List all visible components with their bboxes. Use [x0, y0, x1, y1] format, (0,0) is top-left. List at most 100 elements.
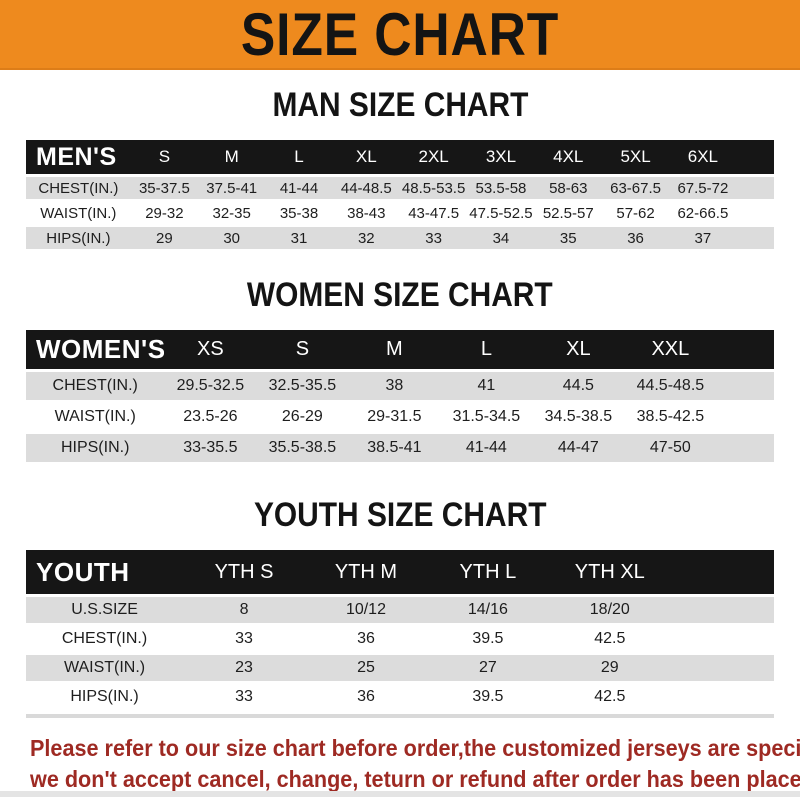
men-size-table: MEN'S S M L XL 2XL 3XL 4XL 5XL 6XL CHEST(IN.) 35-37… — [26, 137, 774, 252]
table-cell: 62-66.5 — [677, 204, 729, 222]
row-label: CHEST(IN.) — [61, 630, 148, 647]
page-title: SIZE CHART — [240, 0, 560, 68]
table-cell: 42.5 — [594, 688, 626, 705]
cell-spacer — [716, 372, 774, 400]
table-cell: 35-38 — [279, 204, 319, 222]
cell-spacer — [671, 626, 774, 652]
table-cell: 14/16 — [426, 597, 549, 623]
cell-spacer — [670, 655, 774, 681]
table-row: U.S.SIZE 8 10/12 14/16 18/20 — [26, 597, 774, 623]
table-cell: 48.5-53.5 — [399, 177, 468, 199]
size-column-header: XL — [532, 330, 625, 369]
size-column-header: 6XL — [669, 140, 737, 174]
table-cell: 42.5 — [594, 630, 626, 647]
cell-spacer — [737, 202, 774, 224]
row-label: HIPS(IN.) — [26, 434, 165, 462]
table-row: CHEST(IN.) 35-37.5 37.5-41 41-44 44-48.5 48.5… — [26, 177, 774, 199]
table-cell: 30 — [198, 227, 266, 249]
cell-spacer — [670, 597, 774, 623]
table-cell: 32-35 — [212, 204, 251, 222]
table-cell: 41-44 — [440, 434, 533, 462]
table-row: WAIST(IN.) 23 25 27 29 — [26, 655, 774, 681]
table-cell: 57-62 — [616, 204, 655, 222]
table-cell: 39.5 — [472, 630, 504, 647]
table-cell: 25 — [305, 655, 427, 681]
table-cell: 29-31.5 — [367, 408, 422, 425]
section-title-text: WOMEN SIZE CHART — [247, 276, 553, 314]
section-title-youth: YOUTH SIZE CHART — [0, 496, 800, 535]
section-title-men: MAN SIZE CHART — [0, 86, 800, 125]
row-label: WAIST(IN.) — [26, 655, 184, 681]
table-cell: 52.5-57 — [542, 204, 594, 222]
table-cell: 33 — [235, 688, 253, 705]
size-column-header: M — [348, 330, 441, 369]
size-column-header: 2XL — [399, 140, 468, 174]
table-cell: 36 — [357, 630, 375, 647]
table-group-label: YOUTH — [26, 550, 184, 594]
table-cell: 29 — [548, 655, 671, 681]
table-cell: 44-47 — [532, 434, 625, 462]
table-cell: 38.5-42.5 — [636, 408, 705, 425]
banner: SIZE CHART — [0, 0, 800, 70]
size-column-header: S — [130, 140, 199, 174]
table-cell: 29 — [130, 227, 199, 249]
table-cell: 36 — [601, 227, 670, 249]
footer-line-2: we don't accept cancel, change, teturn o… — [30, 766, 800, 792]
table-cell: 23.5-26 — [183, 408, 238, 425]
table-cell: 44.5 — [532, 372, 625, 400]
size-column-header: L — [440, 330, 533, 369]
table-cell: 38.5-41 — [348, 434, 441, 462]
table-cell: 39.5 — [472, 688, 504, 705]
size-column-header: YTH M — [305, 550, 427, 594]
table-cell: 8 — [183, 597, 305, 623]
table-cell: 37.5-41 — [198, 177, 266, 199]
row-label: HIPS(IN.) — [70, 688, 139, 705]
size-column-header: 3XL — [467, 140, 535, 174]
section-title-text: MAN SIZE CHART — [272, 86, 528, 124]
table-row: WAIST(IN.) 23.5-26 26-29 29-31.5 31.5-34.5 34… — [26, 403, 774, 431]
table-cell: 67.5-72 — [669, 177, 737, 199]
size-column-header: 5XL — [601, 140, 670, 174]
women-size-table: WOMEN'S XS S M L XL XXL CHEST(IN.) 29.5-32.5 32.5… — [26, 327, 774, 465]
size-column-header: YTH S — [183, 550, 305, 594]
table-cell: 53.5-58 — [467, 177, 535, 199]
table-cell: 35.5-38.5 — [256, 434, 349, 462]
table-bottom-rule — [26, 714, 774, 718]
size-column-header: XS — [164, 330, 257, 369]
table-row: CHEST(IN.) 33 36 39.5 42.5 — [26, 626, 774, 652]
youth-size-table: YOUTH YTH S YTH M YTH L YTH XL U.S.SIZE 8 10/12… — [26, 547, 774, 713]
row-label: U.S.SIZE — [26, 597, 184, 623]
table-cell: 47.5-52.5 — [469, 204, 533, 222]
table-cell: 26-29 — [281, 408, 323, 425]
size-column-header: YTH L — [426, 550, 549, 594]
table-cell: 35 — [534, 227, 602, 249]
table-cell: 32.5-35.5 — [256, 372, 349, 400]
table-cell: 37 — [669, 227, 737, 249]
table-cell: 33 — [235, 630, 253, 647]
table-cell: 32 — [332, 227, 400, 249]
table-cell: 41-44 — [265, 177, 333, 199]
row-label: CHEST(IN.) — [26, 372, 165, 400]
cell-spacer — [736, 227, 774, 249]
table-row: WAIST(IN.) 29-32 32-35 35-38 38-43 43-47.5 47.… — [26, 202, 774, 224]
table-cell: 58-63 — [534, 177, 602, 199]
row-label: WAIST(IN.) — [40, 204, 117, 222]
table-header-row: WOMEN'S XS S M L XL XXL — [26, 330, 774, 369]
table-cell: 31 — [265, 227, 333, 249]
size-column-header: YTH XL — [548, 550, 671, 594]
cell-spacer — [671, 684, 774, 710]
table-cell: 43-47.5 — [408, 204, 460, 222]
size-column-header: XXL — [624, 330, 717, 369]
table-header-row: YOUTH YTH S YTH M YTH L YTH XL — [26, 550, 774, 594]
size-column-header: L — [265, 140, 333, 174]
cell-spacer — [716, 434, 774, 462]
table-cell: 38-43 — [347, 204, 386, 222]
table-cell: 63-67.5 — [601, 177, 670, 199]
table-cell: 18/20 — [548, 597, 671, 623]
table-cell: 34.5-38.5 — [544, 408, 613, 425]
table-cell: 10/12 — [305, 597, 427, 623]
table-row: HIPS(IN.) 33-35.5 35.5-38.5 38.5-41 41-44 44-… — [26, 434, 774, 462]
table-cell: 29-32 — [145, 204, 184, 222]
table-cell: 29.5-32.5 — [164, 372, 257, 400]
